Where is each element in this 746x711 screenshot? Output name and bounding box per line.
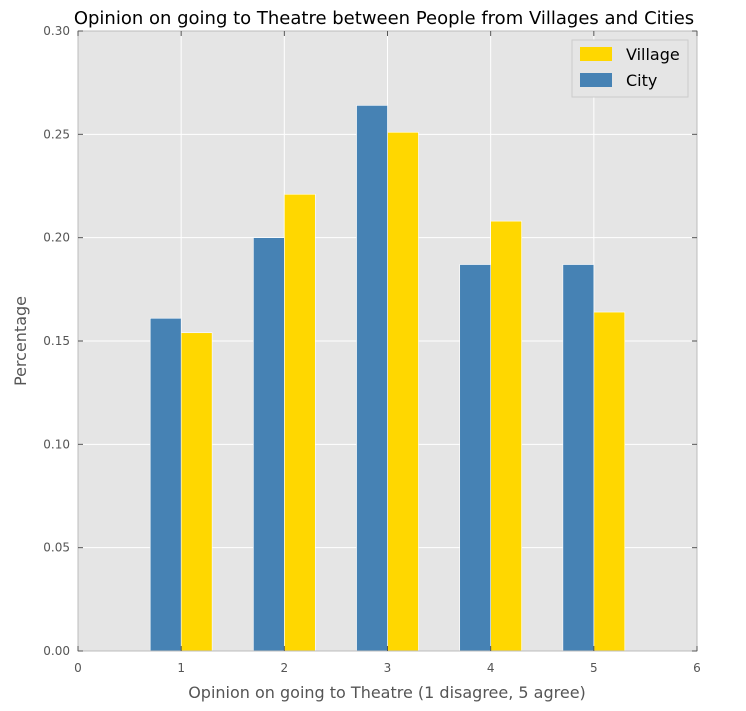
ticks: [77, 30, 698, 652]
y-tick-label: 0.15: [43, 334, 70, 348]
bar-village-3: [387, 131, 419, 652]
x-tick-label: 5: [590, 661, 598, 675]
bar-city-5: [562, 264, 595, 652]
legend-swatch-village: [580, 47, 612, 61]
bars: [149, 105, 626, 652]
x-tick-label: 0: [74, 661, 82, 675]
x-tick-labels: 0 1 2 3 4 5 6: [74, 661, 701, 675]
y-tick-label: 0.10: [43, 437, 70, 451]
bar-village-1: [180, 332, 213, 652]
x-tick-label: 6: [693, 661, 701, 675]
y-tick-label: 0.20: [43, 231, 70, 245]
x-tick-label: 3: [384, 661, 392, 675]
x-axis-label: Opinion on going to Theatre (1 disagree,…: [188, 683, 586, 702]
y-tick-label: 0.25: [43, 127, 70, 141]
x-tick-label: 1: [177, 661, 185, 675]
y-axis-label: Percentage: [11, 296, 30, 386]
legend-swatch-city: [580, 73, 612, 87]
bar-city-4: [459, 264, 491, 652]
legend: Village City: [571, 39, 689, 98]
bar-village-2: [284, 193, 316, 652]
y-tick-label: 0.30: [43, 24, 70, 38]
legend-label-city: City: [626, 71, 657, 90]
bar-city-1: [149, 317, 182, 652]
y-tick-label: 0.05: [43, 541, 70, 555]
legend-label-village: Village: [626, 45, 680, 64]
x-tick-label: 4: [487, 661, 495, 675]
bar-city-2: [253, 237, 285, 652]
y-tick-label: 0.00: [43, 644, 70, 658]
x-tick-label: 2: [281, 661, 289, 675]
y-tick-labels: 0.00 0.05 0.10 0.15 0.20 0.25 0.30: [43, 24, 70, 658]
bar-village-4: [490, 220, 522, 652]
chart-title: Opinion on going to Theatre between Peop…: [74, 8, 694, 29]
bar-city-3: [356, 105, 388, 652]
bar-village-5: [593, 311, 626, 652]
